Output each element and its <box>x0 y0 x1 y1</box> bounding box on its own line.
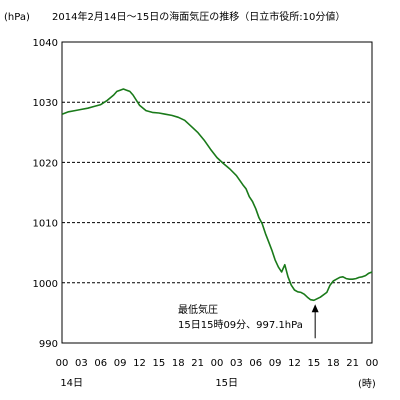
y-tick-label: 990 <box>39 339 58 350</box>
x-tick-label: 21 <box>346 358 359 369</box>
annotation-line-1: 最低気圧 <box>178 303 218 316</box>
series-layer <box>61 88 373 302</box>
min-pressure-annotation: 最低気圧 15日15時09分、997.1hPa <box>178 303 319 339</box>
chart-title: 2014年2月14日～15日の海面気圧の推移（日立市役所:10分値） <box>52 10 345 23</box>
day-label: 14日 <box>60 378 83 389</box>
x-tick-label: 15 <box>308 358 321 369</box>
y-tick-label: 1020 <box>33 158 58 169</box>
plot-border <box>61 41 373 344</box>
x-tick-label: 18 <box>172 358 185 369</box>
annotation-line-2: 15日15時09分、997.1hPa <box>178 319 303 331</box>
x-tick-label: 00 <box>56 358 69 369</box>
y-axis-unit: (hPa) <box>4 12 30 23</box>
pressure-line <box>61 88 373 302</box>
x-tick-label: 00 <box>366 358 379 369</box>
x-tick-label: 12 <box>133 358 146 369</box>
grid-lines <box>62 101 372 284</box>
y-tick-label: 1000 <box>33 279 58 290</box>
x-tick-label: 09 <box>114 358 127 369</box>
day-label: 15日 <box>215 378 238 389</box>
y-tick-labels: 990 1000 1010 1020 1030 1040 <box>33 38 58 350</box>
x-tick-label: 18 <box>327 358 340 369</box>
annotation-arrow-head <box>311 304 319 313</box>
y-tick-label: 1010 <box>33 219 58 230</box>
x-tick-label: 00 <box>211 358 224 369</box>
plot-area <box>61 41 373 344</box>
day-labels: 14日 15日 <box>60 378 238 389</box>
x-tick-label: 12 <box>288 358 301 369</box>
x-tick-label: 06 <box>249 358 262 369</box>
x-tick-label: 15 <box>153 358 166 369</box>
x-tick-label: 06 <box>94 358 107 369</box>
x-tick-label: 03 <box>230 358 243 369</box>
x-tick-label: 21 <box>191 358 204 369</box>
x-tick-label: 03 <box>75 358 88 369</box>
x-axis-unit: (時) <box>358 378 376 390</box>
x-tick-labels: 00 03 06 09 12 15 18 21 00 03 06 09 12 15 18 21 00 <box>56 358 379 369</box>
y-tick-label: 1040 <box>33 38 58 49</box>
x-tick-label: 09 <box>269 358 282 369</box>
y-tick-label: 1030 <box>33 98 58 109</box>
